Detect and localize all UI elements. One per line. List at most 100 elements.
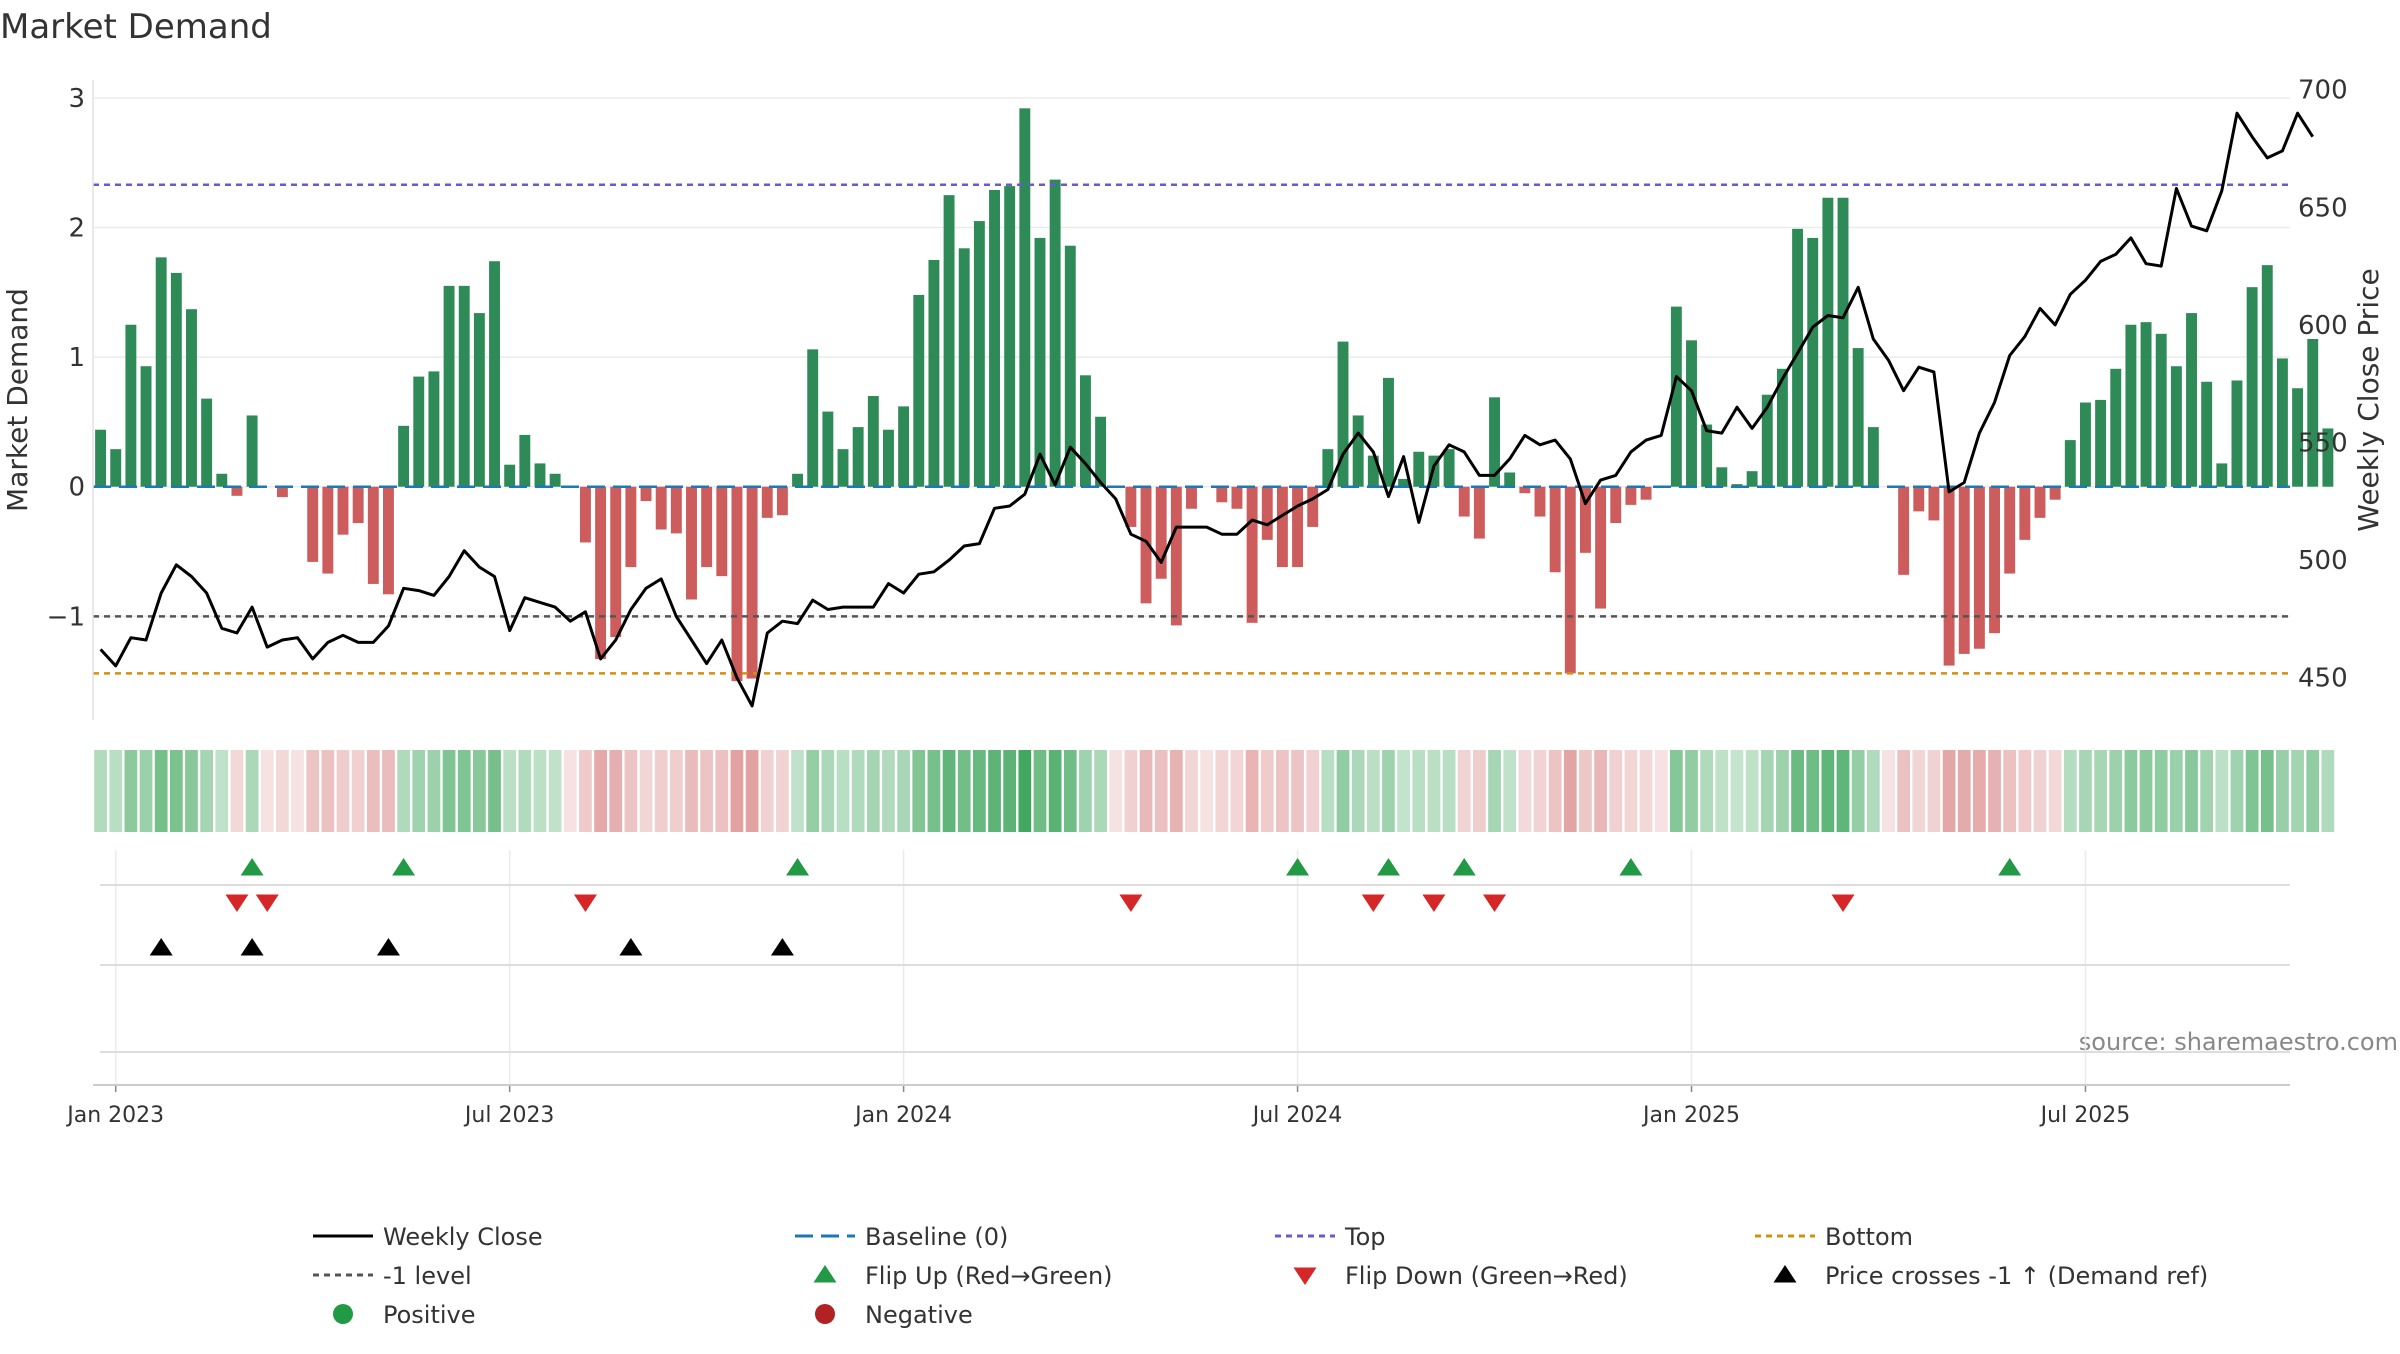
y-axis-label: Market Demand — [1, 288, 34, 512]
demand-bar-positive — [443, 285, 455, 487]
y2-tick-label: 700 — [2298, 76, 2348, 106]
regime-strip-cell — [1139, 750, 1153, 832]
legend-label: Flip Up (Red→Green) — [865, 1262, 1113, 1290]
regime-strip-cell — [321, 750, 335, 832]
demand-bar-negative — [1246, 486, 1258, 623]
flip-down-marker — [1483, 894, 1507, 912]
regime-strip-cell — [776, 750, 789, 832]
regime-strip-cell — [472, 750, 486, 832]
demand-bar-positive — [1064, 245, 1076, 487]
regime-strip-cell — [1897, 750, 1911, 832]
regime-strip-cell — [2124, 750, 2138, 832]
regime-strip-cell — [624, 750, 638, 832]
demand-bar-positive — [1443, 449, 1455, 487]
demand-bar-positive — [973, 221, 985, 487]
flip-up-marker — [240, 858, 264, 876]
demand-bar-positive — [489, 261, 500, 487]
regime-strip-cell — [1185, 750, 1198, 832]
regime-strip-cell — [1033, 750, 1047, 832]
demand-bar-negative — [731, 486, 743, 682]
legend-item: -1 level — [313, 1262, 472, 1290]
regime-strip-cell — [1503, 750, 1517, 832]
flip-down-marker — [573, 894, 597, 912]
demand-bar-positive — [792, 473, 804, 487]
demand-bar-positive — [2322, 428, 2334, 487]
regime-strip-cell — [518, 750, 532, 832]
demand-bar-positive — [1367, 455, 1379, 487]
demand-bar-positive — [2095, 399, 2107, 487]
legend-label: Bottom — [1825, 1223, 1913, 1251]
demand-bar-positive — [140, 366, 152, 487]
regime-strip-cell — [1957, 750, 1971, 832]
demand-bar-positive — [1792, 228, 1804, 487]
regime-strip-cell — [1700, 750, 1714, 832]
demand-bar-positive — [1504, 472, 1516, 487]
regime-strip-cell — [276, 750, 289, 832]
demand-bar-positive — [504, 464, 516, 487]
regime-strip-cell — [1609, 750, 1623, 832]
legend-label: Baseline (0) — [865, 1223, 1008, 1251]
demand-bar-negative — [1458, 486, 1470, 517]
demand-bar-negative — [761, 486, 773, 518]
regime-strip-cell — [745, 750, 759, 832]
demand-bar-positive — [398, 425, 410, 487]
regime-strip-cell — [533, 750, 547, 832]
regime-strip-cell — [442, 750, 456, 832]
regime-strip-cell — [2230, 750, 2244, 832]
demand-bar-positive — [1701, 424, 1713, 487]
regime-strip-cell — [882, 750, 895, 832]
regime-strip-cell — [2063, 750, 2077, 832]
regime-strip-cell — [1018, 750, 1032, 832]
regime-strip-cell — [306, 750, 320, 832]
regime-strip-cell — [973, 750, 986, 832]
demand-bar-negative — [1534, 486, 1546, 517]
y2-tick-label: 500 — [2298, 546, 2348, 576]
demand-bar-positive — [2216, 463, 2228, 487]
y-tick-label: 3 — [68, 84, 85, 114]
regime-strip-cell — [791, 750, 804, 832]
regime-strip-cell — [654, 750, 668, 832]
regime-strip-cell — [109, 750, 123, 832]
legend-item: Positive — [333, 1301, 476, 1329]
regime-strip-cell — [563, 750, 577, 832]
regime-strip-cell — [1336, 750, 1350, 832]
demand-bar-positive — [1686, 340, 1697, 487]
regime-strip-cell — [2094, 750, 2107, 832]
demand-bar-positive — [2246, 287, 2258, 487]
flip-up-marker — [1452, 858, 1476, 876]
demand-bar-positive — [1489, 397, 1500, 487]
demand-bar-positive — [1867, 427, 1879, 487]
flip-down-marker — [255, 894, 279, 912]
regime-strip-cell — [1048, 750, 1062, 832]
regime-strip-cell — [1366, 750, 1380, 832]
regime-strip-cell — [1851, 750, 1865, 832]
regime-strip-cell — [1760, 750, 1774, 832]
regime-strip-cell — [715, 750, 729, 832]
demand-bar-negative — [1610, 486, 1622, 524]
demand-bar-positive — [2125, 324, 2137, 487]
legend-label: Price crosses -1 ↑ (Demand ref) — [1825, 1262, 2208, 1290]
regime-strip-cell — [1291, 750, 1304, 832]
demand-bar-positive — [170, 272, 182, 487]
regime-strip-cell — [957, 750, 971, 832]
regime-strip-cell — [988, 750, 1001, 832]
demand-bar-negative — [1261, 486, 1273, 540]
demand-bar-positive — [1049, 179, 1061, 487]
regime-strip-cell — [260, 750, 274, 832]
y2-tick-label: 450 — [2298, 664, 2348, 694]
demand-bar-positive — [458, 285, 470, 487]
demand-bar-positive — [1413, 451, 1425, 487]
regime-strip-cell — [291, 750, 304, 832]
demand-bar-positive — [2261, 265, 2273, 487]
regime-strip-cell — [1730, 750, 1744, 832]
demand-bar-positive — [125, 324, 137, 487]
flip-down-marker — [1119, 894, 1143, 912]
regime-strip-cell — [1427, 750, 1441, 832]
regime-strip-cell — [1579, 750, 1592, 832]
chart-title: Market Demand — [0, 7, 272, 47]
demand-bar-negative — [1595, 486, 1607, 609]
demand-bar-negative — [1140, 486, 1152, 604]
demand-bar-positive — [201, 398, 213, 487]
demand-bar-positive — [1337, 341, 1349, 487]
